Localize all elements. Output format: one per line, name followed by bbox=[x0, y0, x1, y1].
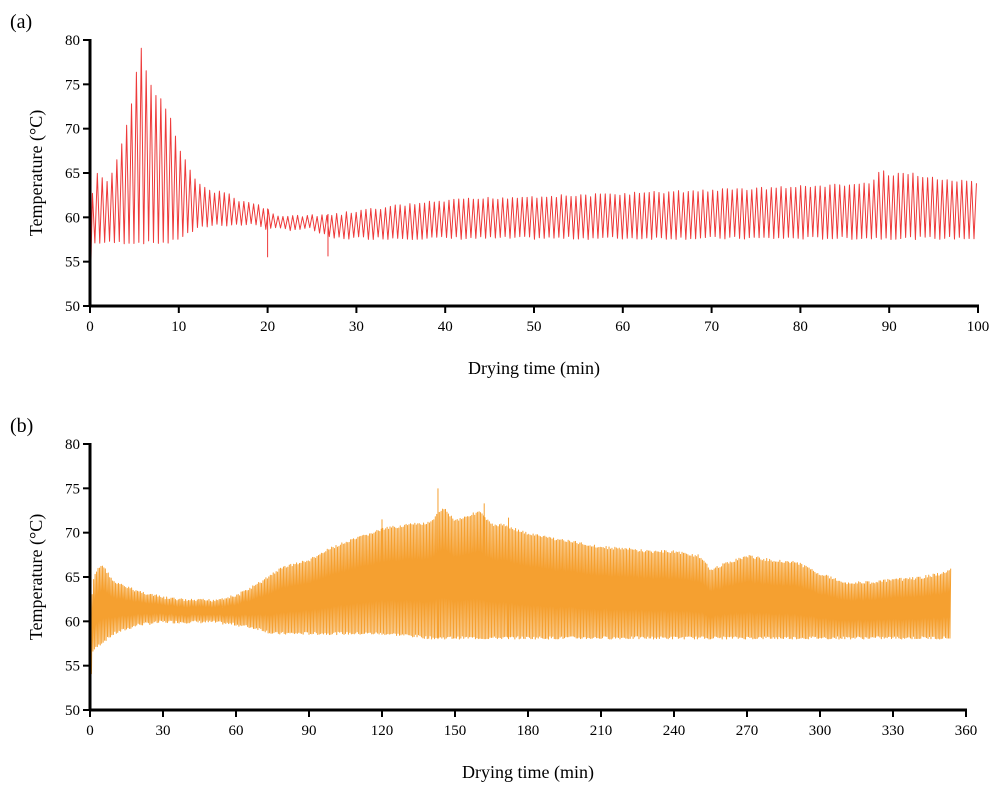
x-tick-label: 60 bbox=[229, 723, 244, 739]
x-tick-label: 50 bbox=[527, 319, 542, 335]
x-tick-label: 70 bbox=[704, 319, 719, 335]
y-ticks-b: 50 55 60 65 70 75 80 bbox=[65, 437, 90, 719]
x-tick-label: 30 bbox=[349, 319, 364, 335]
y-tick-label: 75 bbox=[65, 77, 80, 93]
x-tick-label: 20 bbox=[260, 319, 275, 335]
x-tick-label: 120 bbox=[371, 723, 394, 739]
y-tick-label: 75 bbox=[65, 481, 80, 497]
y-tick-label: 55 bbox=[65, 255, 80, 271]
y-tick-label: 80 bbox=[65, 33, 80, 49]
x-ticks-b: 0 30 60 90 120 150 180 210 240 270 300 330 360 bbox=[86, 710, 977, 739]
x-tick-label: 90 bbox=[302, 723, 317, 739]
x-tick-label: 360 bbox=[955, 723, 978, 739]
x-tick-label: 300 bbox=[809, 723, 832, 739]
x-tick-label: 330 bbox=[882, 723, 905, 739]
x-tick-label: 240 bbox=[663, 723, 686, 739]
y-tick-label: 70 bbox=[65, 122, 80, 138]
y-tick-label: 55 bbox=[65, 659, 80, 675]
x-tick-label: 0 bbox=[86, 319, 94, 335]
x-tick-label: 80 bbox=[793, 319, 808, 335]
y-axis-title-a: Temperature (°C) bbox=[26, 110, 47, 236]
y-tick-label: 65 bbox=[65, 166, 80, 182]
series-line-b bbox=[89, 488, 952, 711]
y-tick-label: 65 bbox=[65, 570, 80, 586]
x-tick-label: 150 bbox=[444, 723, 467, 739]
y-tick-label: 80 bbox=[65, 437, 80, 453]
y-ticks-a: 50 55 60 65 70 75 80 bbox=[65, 33, 90, 315]
x-tick-label: 100 bbox=[967, 319, 990, 335]
panel-a: (a) 50 55 60 65 70 75 80 0 10 20 30 40 50 60 70 80 90 10… bbox=[10, 11, 989, 379]
y-tick-label: 50 bbox=[65, 703, 80, 719]
panel-label-a: (a) bbox=[10, 11, 32, 33]
x-tick-label: 210 bbox=[590, 723, 613, 739]
panel-label-b: (b) bbox=[10, 415, 33, 437]
panel-b: (b) 50 55 60 65 70 75 80 0 30 60 90 120 150 180 210 24… bbox=[10, 415, 977, 783]
series-line-a bbox=[89, 47, 977, 307]
x-ticks-a: 0 10 20 30 40 50 60 70 80 90 100 bbox=[86, 306, 989, 335]
x-tick-label: 180 bbox=[517, 723, 540, 739]
x-tick-label: 10 bbox=[171, 319, 186, 335]
x-tick-label: 90 bbox=[882, 319, 897, 335]
x-tick-label: 270 bbox=[736, 723, 759, 739]
x-tick-label: 30 bbox=[156, 723, 171, 739]
y-tick-label: 60 bbox=[65, 614, 80, 630]
x-tick-label: 0 bbox=[86, 723, 94, 739]
y-tick-label: 50 bbox=[65, 299, 80, 315]
x-axis-title-a: Drying time (min) bbox=[468, 358, 600, 379]
y-axis-title-b: Temperature (°C) bbox=[26, 514, 47, 640]
y-tick-label: 70 bbox=[65, 526, 80, 542]
x-tick-label: 40 bbox=[438, 319, 453, 335]
y-tick-label: 60 bbox=[65, 210, 80, 226]
x-tick-label: 60 bbox=[615, 319, 630, 335]
x-axis-title-b: Drying time (min) bbox=[462, 762, 594, 783]
